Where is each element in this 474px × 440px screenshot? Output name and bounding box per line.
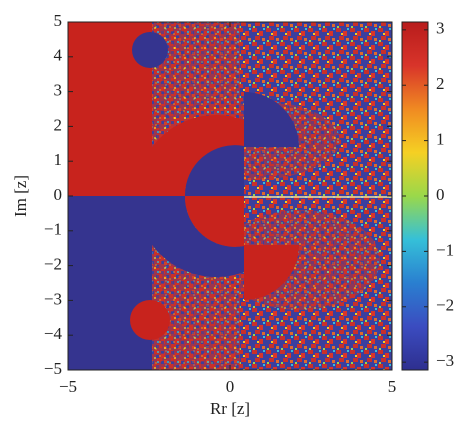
y-tick-label: −2 <box>44 255 62 274</box>
colorbar-tick-label: 2 <box>436 74 445 93</box>
y-tick-label: 1 <box>54 150 63 169</box>
y-tick-label: 3 <box>54 81 63 100</box>
colorbar-tick-label: 1 <box>436 130 445 149</box>
colorbar-tick-label: −3 <box>436 351 454 370</box>
y-tick-label: 0 <box>54 185 63 204</box>
x-tick-label: 0 <box>226 377 235 396</box>
y-tick-label: 4 <box>54 46 63 65</box>
y-axis-label: Im [z] <box>11 175 30 217</box>
fractal-image <box>68 22 392 370</box>
x-axis-label: Rr [z] <box>210 399 250 418</box>
y-tick-label: −4 <box>44 324 63 343</box>
colorbar-tick-label: −1 <box>436 240 454 259</box>
x-tick-label: 5 <box>388 377 397 396</box>
colorbar <box>401 21 429 371</box>
y-tick-label: 5 <box>54 11 63 30</box>
y-tick-label: −5 <box>44 359 62 378</box>
y-tick-label: 2 <box>54 115 63 134</box>
colorbar-tick-label: 3 <box>436 19 445 38</box>
colorbar-tick-label: −2 <box>436 296 454 315</box>
y-tick-label: −1 <box>44 220 62 239</box>
x-tick-label: −5 <box>59 377 77 396</box>
colorbar-tick-label: 0 <box>436 185 445 204</box>
y-tick-label: −3 <box>44 289 62 308</box>
